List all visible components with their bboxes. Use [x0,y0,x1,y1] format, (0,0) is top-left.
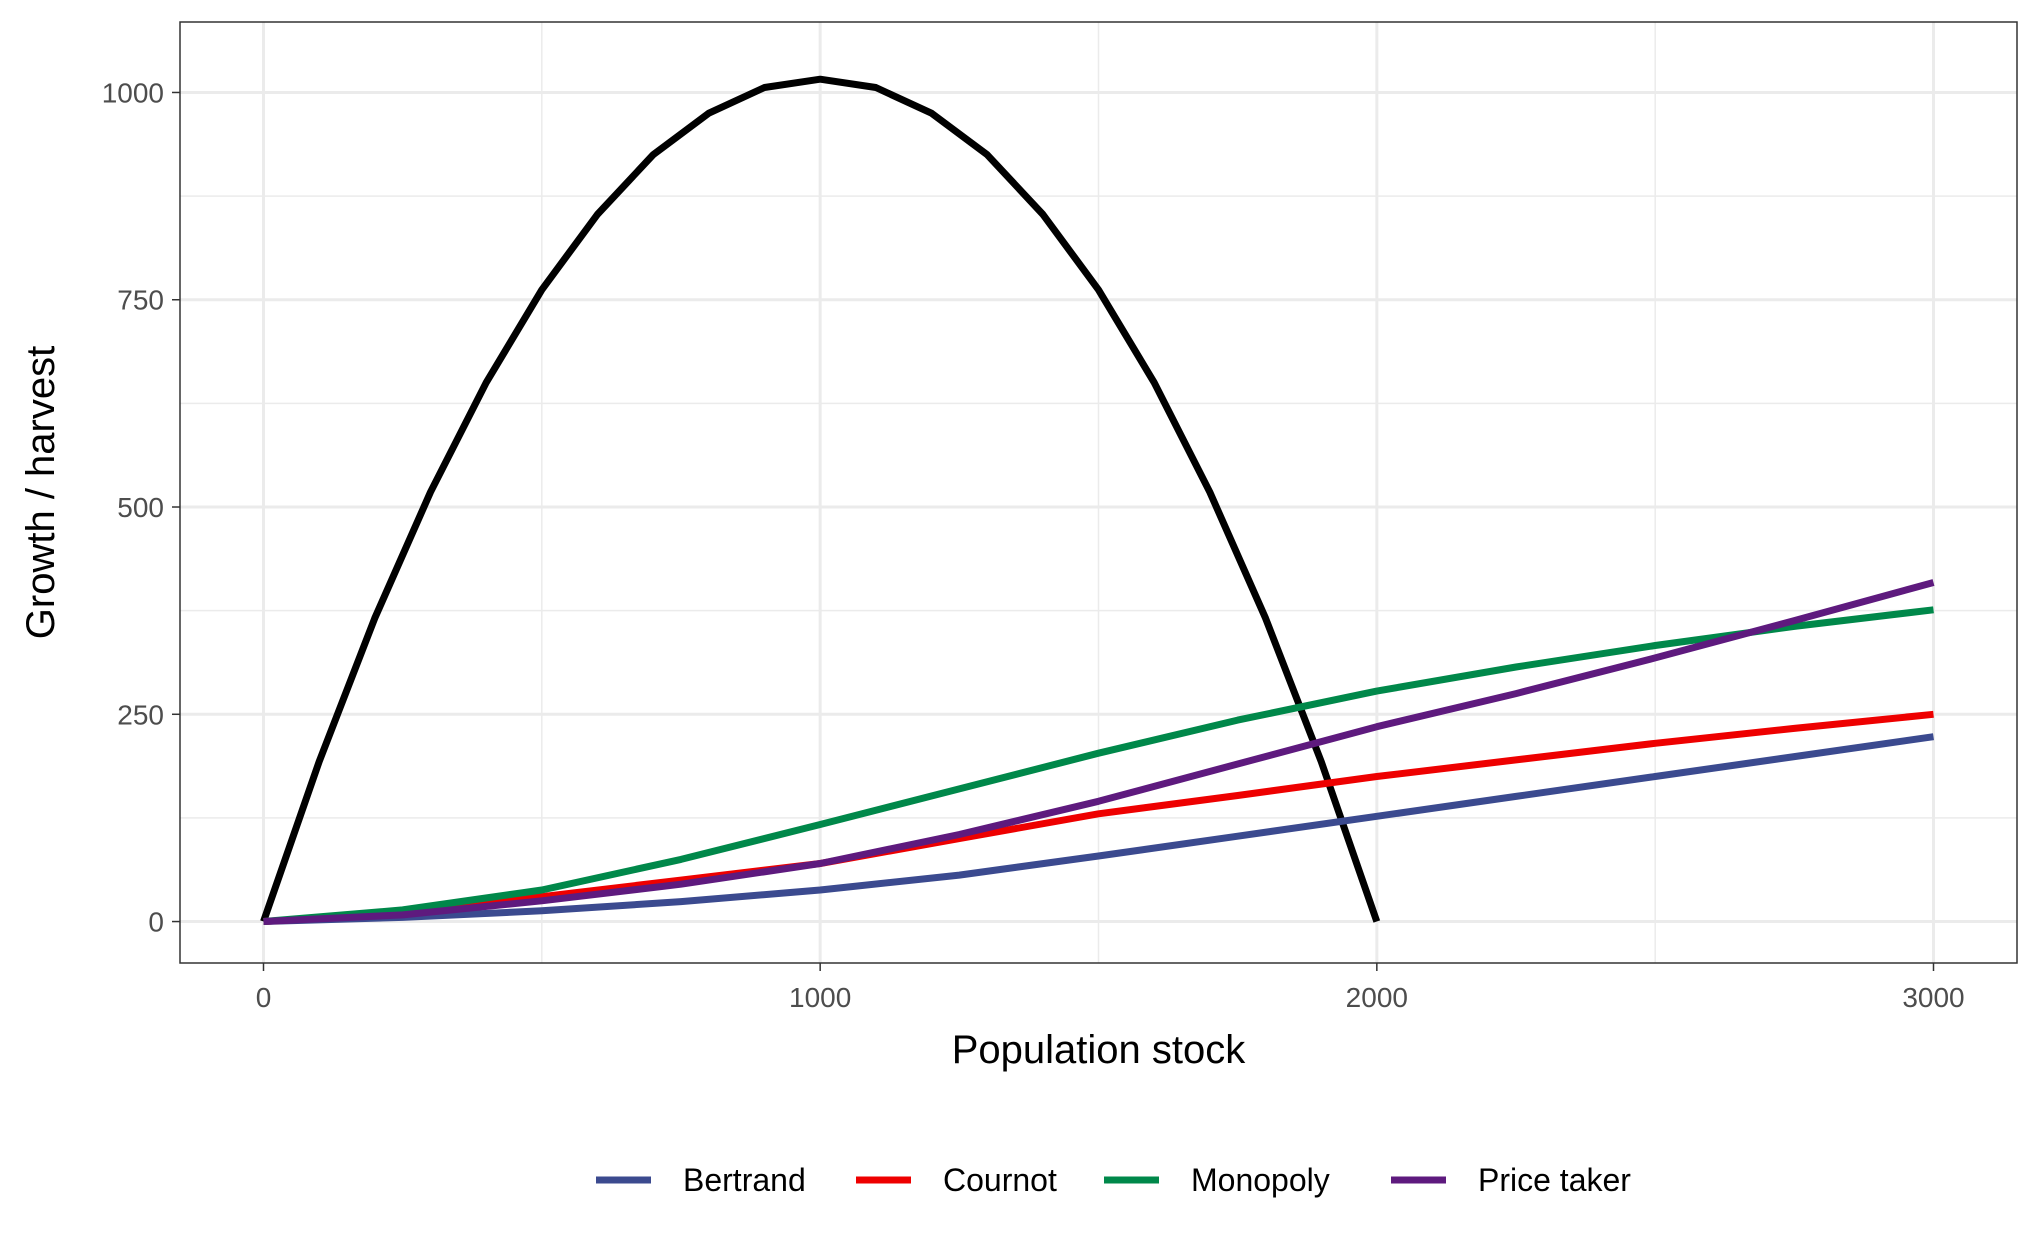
legend-label-price-taker: Price taker [1478,1162,1631,1198]
x-tick-label: 0 [256,982,272,1013]
series-line-monopoly [263,606,1934,925]
series-layer [260,75,1935,925]
series-line-bertrand [263,733,1934,925]
legend-label-cournot: Cournot [943,1162,1057,1198]
growth-curve-line [260,75,1381,923]
x-axis: 0 1000 2000 3000 [256,963,1965,1013]
y-tick-label: 250 [117,699,164,730]
y-tick-label: 0 [148,907,164,938]
x-tick-label: 3000 [1902,982,1964,1013]
y-tick-label: 1000 [102,77,164,108]
x-tick-label: 2000 [1346,982,1408,1013]
series-line-price-taker [263,579,1935,925]
x-axis-title: Population stock [952,1028,1247,1072]
y-tick-label: 500 [117,492,164,523]
legend-label-monopoly: Monopoly [1191,1162,1330,1198]
legend: Bertrand Cournot Monopoly Price taker [596,1162,1631,1198]
series-line-cournot [263,710,1934,925]
y-axis-title: Growth / harvest [19,346,63,639]
legend-label-bertrand: Bertrand [683,1162,806,1198]
x-tick-label: 1000 [789,982,851,1013]
y-axis: 0 250 500 750 1000 [102,77,180,938]
grid-minor [180,22,2017,963]
plot-panel-border [179,21,2018,964]
grid-major [180,22,2017,963]
y-tick-label: 750 [117,285,164,316]
